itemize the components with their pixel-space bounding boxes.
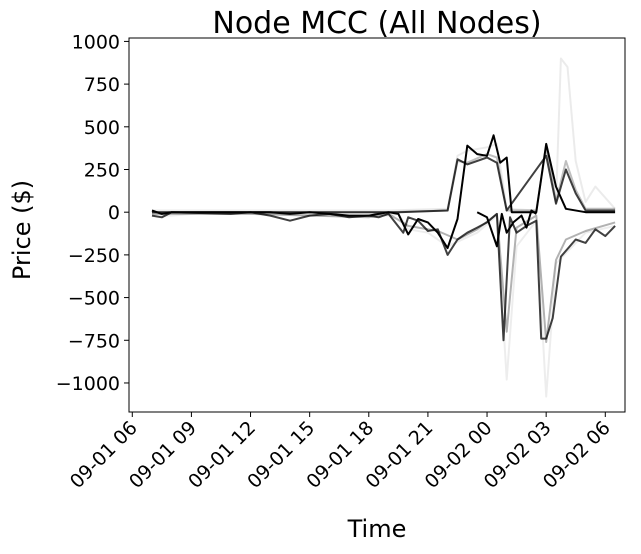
series-line-5	[151, 211, 616, 342]
series-layer	[151, 57, 616, 398]
series-line-2	[152, 57, 616, 212]
y-tick-label: 1000	[72, 31, 120, 53]
y-tick-label: 750	[84, 74, 120, 96]
y-tick-label: 0	[108, 202, 120, 224]
y-tick-label: 250	[84, 159, 120, 181]
series-line-8	[476, 209, 537, 248]
y-axis-label: Price ($)	[8, 180, 36, 280]
x-axis-label: Time	[347, 515, 407, 543]
series-line-6	[152, 154, 616, 214]
y-tick-label: −1000	[56, 373, 120, 395]
y-axis-ticks: 1000 750 500 250 0 −250 −500 −750 −1000	[56, 31, 129, 395]
series-line-1	[152, 211, 616, 398]
plot-frame	[128, 37, 626, 413]
y-tick-label: −750	[68, 330, 120, 352]
y-tick-label: −500	[68, 288, 120, 310]
series-line-4	[152, 212, 616, 343]
y-tick-label: 500	[84, 117, 120, 139]
plot-area	[128, 37, 626, 413]
chart-title: Node MCC (All Nodes)	[212, 6, 541, 41]
series-line-7	[151, 134, 616, 250]
y-tick-label: −250	[68, 245, 120, 267]
